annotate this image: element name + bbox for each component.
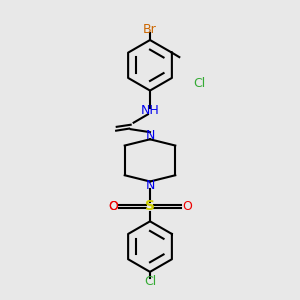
Text: Cl: Cl bbox=[193, 76, 205, 90]
Text: S: S bbox=[145, 200, 155, 214]
Text: O: O bbox=[182, 200, 192, 213]
Text: O: O bbox=[108, 200, 118, 213]
Text: Cl: Cl bbox=[144, 275, 156, 288]
Text: NH: NH bbox=[141, 104, 160, 117]
Text: O: O bbox=[108, 200, 118, 213]
Text: N: N bbox=[145, 178, 155, 192]
Text: Br: Br bbox=[143, 23, 157, 36]
Text: N: N bbox=[145, 129, 155, 142]
